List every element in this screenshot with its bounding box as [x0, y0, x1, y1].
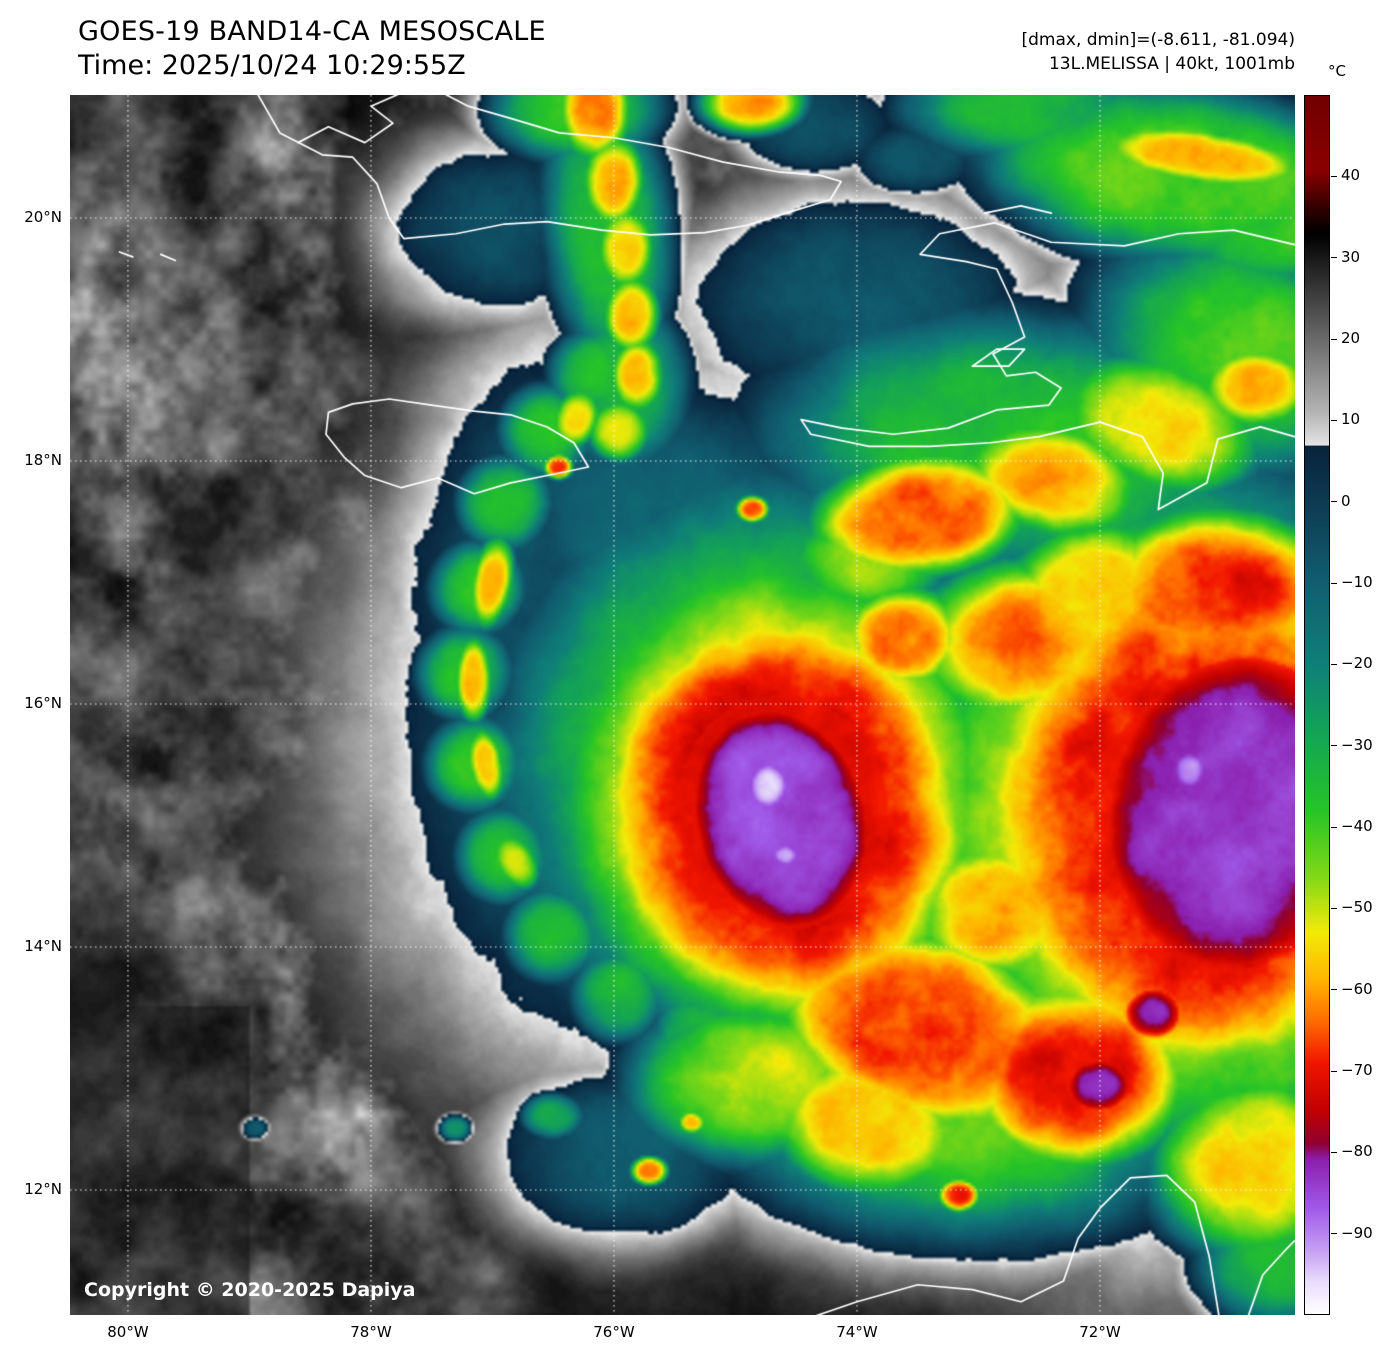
colorbar-tick-label: 20: [1341, 329, 1361, 347]
colorbar-tick-mark: [1331, 175, 1337, 177]
colorbar-tick-mark: [1331, 1070, 1337, 1072]
colorbar-tick-label: −20: [1341, 654, 1373, 673]
colorbar-tick-mark: [1331, 745, 1337, 747]
dmax-dmin-readout: [dmax, dmin]=(-8.611, -81.094): [1021, 30, 1296, 50]
copyright-notice: Copyright © 2020-2025 Dapiya: [84, 1279, 416, 1301]
colorbar-tick-mark: [1331, 501, 1337, 503]
colorbar-tick-label: −30: [1341, 735, 1373, 754]
colorbar-unit-label: °C: [1328, 62, 1346, 80]
timestamp: Time: 2025/10/24 10:29:55Z: [78, 50, 466, 81]
colorbar-tick-label: 10: [1341, 410, 1361, 429]
colorbar-tick-label: −10: [1341, 573, 1373, 591]
lon-tick-label: 72°W: [1079, 1323, 1121, 1341]
colorbar-tick-mark: [1331, 989, 1337, 991]
lat-tick-label: 12°N: [24, 1179, 62, 1198]
colorbar-tick-mark: [1331, 582, 1337, 584]
lon-tick-label: 78°W: [350, 1323, 392, 1341]
satellite-map-canvas: [70, 95, 1295, 1315]
colorbar-tick-mark: [1331, 338, 1337, 340]
colorbar-tick-mark: [1331, 826, 1337, 828]
lat-tick-label: 14°N: [24, 936, 62, 955]
colorbar-tick-label: −90: [1341, 1223, 1373, 1242]
colorbar-tick-label: −70: [1341, 1061, 1373, 1079]
lon-tick-label: 74°W: [836, 1323, 878, 1341]
colorbar: [1304, 95, 1330, 1315]
lat-tick-label: 20°N: [24, 207, 62, 226]
storm-info: 13L.MELISSA | 40kt, 1001mb: [1048, 54, 1295, 74]
colorbar-tick-label: 40: [1341, 166, 1361, 185]
lat-tick-label: 16°N: [24, 693, 62, 712]
colorbar-tick-mark: [1331, 907, 1337, 909]
colorbar-tick-label: −60: [1341, 979, 1373, 998]
colorbar-tick-label: 30: [1341, 247, 1361, 266]
colorbar-tick-label: −50: [1341, 898, 1373, 917]
colorbar-tick-label: 0: [1341, 491, 1351, 510]
lon-tick-label: 80°W: [107, 1323, 149, 1341]
colorbar-tick-label: −80: [1341, 1142, 1373, 1161]
colorbar-tick-label: −40: [1341, 817, 1373, 835]
page-title: GOES-19 BAND14-CA MESOSCALE: [78, 16, 546, 47]
colorbar-tick-mark: [1331, 1151, 1337, 1153]
colorbar-tick-mark: [1331, 1233, 1337, 1235]
colorbar-tick-mark: [1331, 257, 1337, 259]
lat-tick-label: 18°N: [24, 450, 62, 469]
lon-tick-label: 76°W: [593, 1323, 635, 1341]
colorbar-tick-mark: [1331, 663, 1337, 665]
colorbar-tick-mark: [1331, 419, 1337, 421]
